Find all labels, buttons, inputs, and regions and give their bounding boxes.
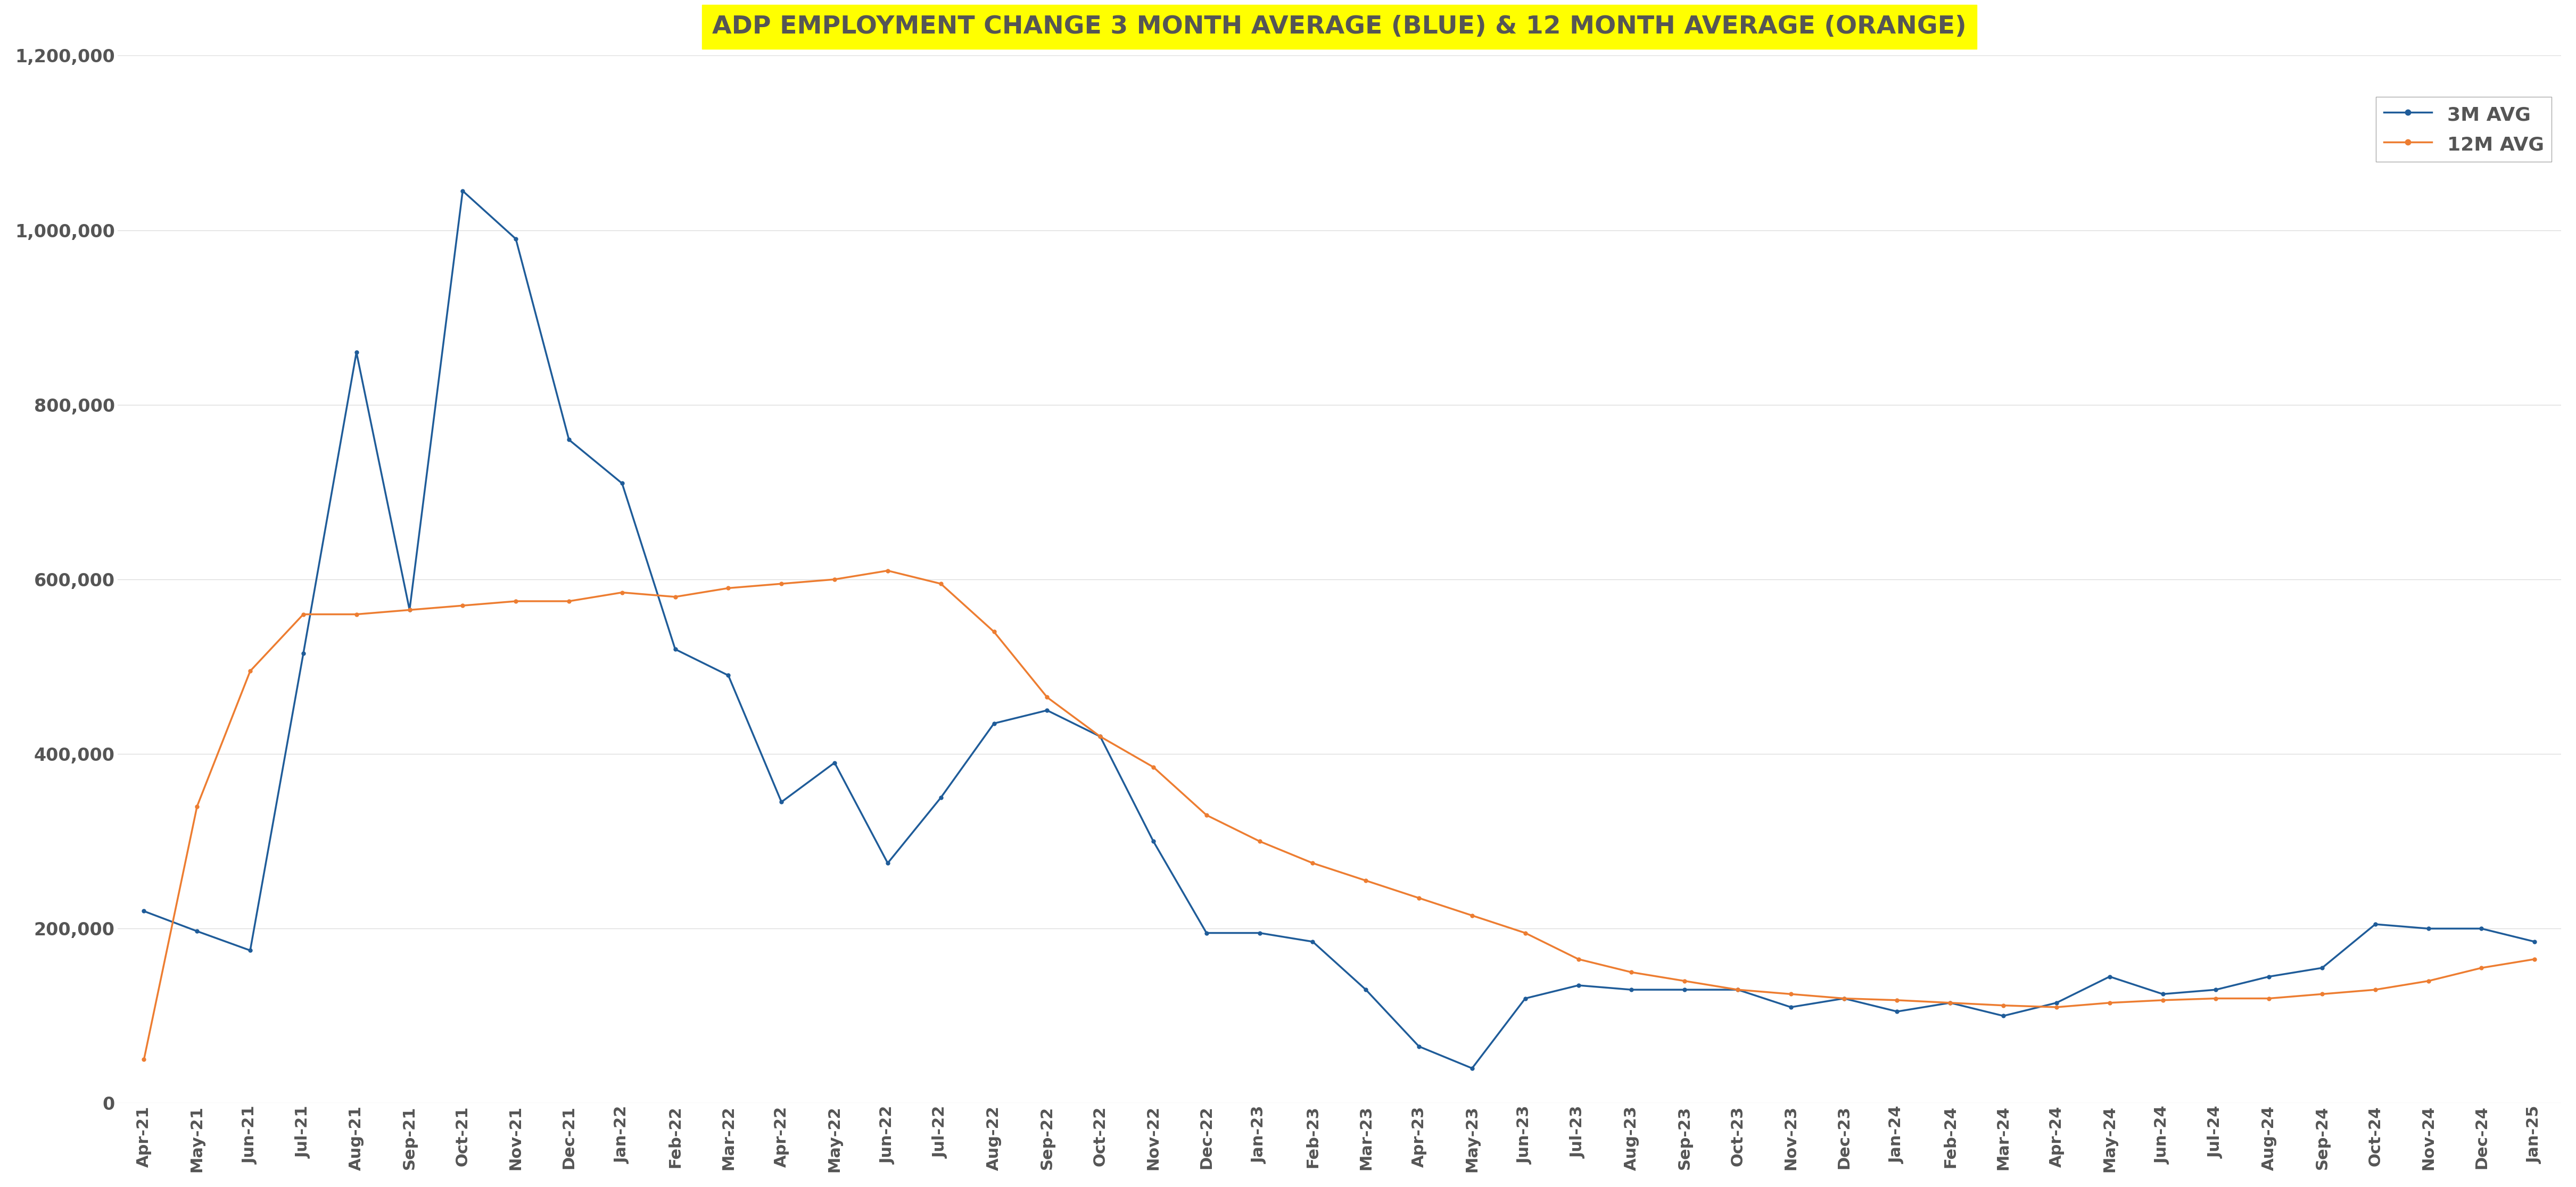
- 12M AVG: [1350, 874, 1381, 888]
- 3M AVG: [2254, 970, 2285, 984]
- 3M AVG: [1723, 983, 1754, 997]
- 3M AVG: [765, 795, 796, 810]
- 12M AVG: [340, 608, 371, 622]
- 12M AVG: [129, 1053, 160, 1067]
- 12M AVG: [1723, 983, 1754, 997]
- 3M AVG: [1139, 834, 1170, 849]
- 3M AVG: [605, 476, 636, 490]
- Title: ADP EMPLOYMENT CHANGE 3 MONTH AVERAGE (BLUE) & 12 MONTH AVERAGE (ORANGE): ADP EMPLOYMENT CHANGE 3 MONTH AVERAGE (B…: [711, 14, 1965, 39]
- 12M AVG: [979, 624, 1010, 639]
- 12M AVG: [1989, 998, 2020, 1013]
- 12M AVG: [554, 593, 585, 608]
- 12M AVG: [2519, 952, 2550, 966]
- 12M AVG: [1510, 926, 1540, 940]
- 12M AVG: [605, 585, 636, 599]
- 12M AVG: [765, 577, 796, 591]
- 12M AVG: [394, 603, 425, 617]
- 3M AVG: [394, 603, 425, 617]
- 3M AVG: [819, 756, 850, 770]
- 12M AVG: [1564, 952, 1595, 966]
- 3M AVG: [1829, 991, 1860, 1005]
- 3M AVG: [1244, 926, 1275, 940]
- 3M AVG: [2465, 921, 2496, 935]
- 3M AVG: [1298, 934, 1329, 948]
- 12M AVG: [1615, 965, 1646, 979]
- 12M AVG: [234, 664, 265, 678]
- 3M AVG: [2148, 986, 2179, 1001]
- 12M AVG: [1190, 808, 1221, 823]
- 12M AVG: [659, 590, 690, 604]
- 3M AVG: [1880, 1004, 1911, 1018]
- 3M AVG: [873, 856, 904, 870]
- 3M AVG: [1510, 991, 1540, 1005]
- 12M AVG: [1455, 908, 1486, 922]
- 3M AVG: [714, 668, 744, 683]
- Line: 12M AVG: 12M AVG: [142, 569, 2537, 1061]
- 3M AVG: [1564, 978, 1595, 992]
- 12M AVG: [1775, 986, 1806, 1001]
- Legend: 3M AVG, 12M AVG: 3M AVG, 12M AVG: [2375, 96, 2553, 161]
- 12M AVG: [819, 572, 850, 586]
- 12M AVG: [1298, 856, 1329, 870]
- 12M AVG: [2148, 994, 2179, 1008]
- 3M AVG: [1404, 1040, 1435, 1054]
- 12M AVG: [1084, 729, 1115, 743]
- 12M AVG: [2094, 996, 2125, 1010]
- 3M AVG: [1030, 703, 1061, 717]
- 12M AVG: [2254, 991, 2285, 1005]
- 3M AVG: [2040, 996, 2071, 1010]
- 12M AVG: [2040, 999, 2071, 1014]
- 3M AVG: [129, 904, 160, 919]
- 12M AVG: [2306, 986, 2336, 1001]
- Line: 3M AVG: 3M AVG: [142, 189, 2537, 1071]
- 3M AVG: [2200, 983, 2231, 997]
- 12M AVG: [2200, 991, 2231, 1005]
- 3M AVG: [1669, 983, 1700, 997]
- 3M AVG: [180, 925, 211, 939]
- 3M AVG: [1084, 729, 1115, 743]
- 12M AVG: [925, 577, 956, 591]
- 12M AVG: [1244, 834, 1275, 849]
- 3M AVG: [448, 184, 479, 198]
- 3M AVG: [1615, 983, 1646, 997]
- 12M AVG: [1139, 760, 1170, 774]
- 12M AVG: [1829, 991, 1860, 1005]
- 12M AVG: [2360, 983, 2391, 997]
- 3M AVG: [1935, 996, 1965, 1010]
- 3M AVG: [979, 716, 1010, 730]
- 12M AVG: [180, 799, 211, 813]
- 3M AVG: [1775, 999, 1806, 1014]
- 12M AVG: [1030, 690, 1061, 704]
- 3M AVG: [289, 647, 319, 661]
- 12M AVG: [500, 593, 531, 608]
- 3M AVG: [925, 791, 956, 805]
- 12M AVG: [2465, 960, 2496, 975]
- 12M AVG: [1880, 994, 1911, 1008]
- 12M AVG: [1404, 891, 1435, 906]
- 3M AVG: [554, 432, 585, 446]
- 12M AVG: [873, 564, 904, 578]
- 3M AVG: [1455, 1061, 1486, 1075]
- 3M AVG: [1350, 983, 1381, 997]
- 3M AVG: [2519, 934, 2550, 948]
- 3M AVG: [2360, 918, 2391, 932]
- 3M AVG: [234, 944, 265, 958]
- 3M AVG: [500, 231, 531, 246]
- 12M AVG: [289, 608, 319, 622]
- 3M AVG: [659, 642, 690, 656]
- 3M AVG: [2094, 970, 2125, 984]
- 12M AVG: [1935, 996, 1965, 1010]
- 3M AVG: [2414, 921, 2445, 935]
- 12M AVG: [1669, 973, 1700, 988]
- 12M AVG: [448, 598, 479, 612]
- 3M AVG: [340, 345, 371, 360]
- 3M AVG: [2306, 960, 2336, 975]
- 12M AVG: [714, 580, 744, 595]
- 3M AVG: [1190, 926, 1221, 940]
- 12M AVG: [2414, 973, 2445, 988]
- 3M AVG: [1989, 1009, 2020, 1023]
